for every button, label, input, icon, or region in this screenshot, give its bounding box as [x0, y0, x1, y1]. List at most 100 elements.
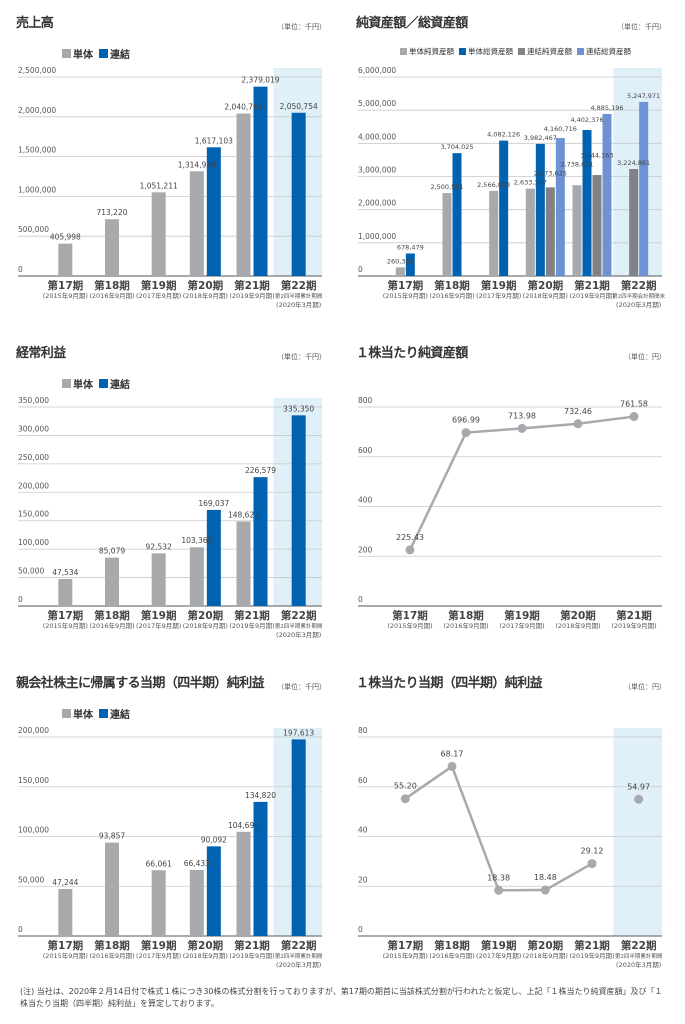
bar — [105, 219, 119, 276]
y-tick-label: 60 — [358, 776, 368, 785]
series-line-segment — [577, 415, 635, 426]
legend-label: 単体総資産額 — [468, 47, 513, 56]
y-tick-label: 800 — [358, 396, 373, 405]
data-label: 4,082,126 — [487, 131, 520, 139]
data-label: 2,633,327 — [514, 179, 547, 187]
y-tick-label: 80 — [358, 726, 368, 735]
unit-label: （単位：千円） — [277, 353, 326, 361]
x-category-label: 第21期 — [234, 939, 270, 952]
bar — [189, 171, 204, 276]
data-label: 103,365 — [181, 536, 212, 545]
data-label: 92,532 — [146, 542, 172, 551]
x-category-sublabel: (2015年9月期) — [383, 951, 428, 960]
x-category-label: 第21期 — [234, 279, 270, 292]
legend-swatch — [400, 48, 407, 55]
x-category-label: 第22期 — [281, 609, 317, 622]
bar — [189, 869, 204, 936]
y-tick-label: 0 — [18, 595, 23, 604]
legend-swatch — [518, 48, 525, 55]
bar — [236, 831, 251, 936]
x-category-sublabel: (2018年9月期) — [183, 951, 228, 960]
data-label: 260,355 — [387, 257, 414, 265]
data-label: 226,579 — [245, 466, 276, 475]
data-label: 134,820 — [245, 791, 276, 800]
data-label: 713,220 — [96, 208, 127, 217]
y-tick-label: 200,000 — [18, 726, 49, 735]
bar — [291, 112, 306, 276]
legend-item: 連結 — [99, 46, 130, 61]
unit-label: （単位：千円） — [277, 23, 326, 31]
x-category-sublabel: (2017年9月期) — [136, 291, 181, 300]
data-label: 678,479 — [397, 243, 424, 251]
x-category-sublabel: (2016年9月期) — [429, 951, 474, 960]
data-point — [517, 423, 527, 433]
data-label: 2,050,754 — [280, 102, 318, 111]
x-category-label: 第18期 — [94, 939, 130, 952]
y-tick-label: 40 — [358, 826, 368, 835]
x-category-sublabel: 第2四半期会計期間末 — [612, 292, 665, 300]
bar — [639, 101, 649, 277]
y-tick-label: 600 — [358, 446, 373, 455]
x-category-sublabel: (2015年9月期) — [43, 291, 88, 300]
data-point — [587, 859, 597, 869]
legend-item: 連結 — [99, 706, 130, 721]
y-tick-label: 50,000 — [18, 875, 44, 884]
data-label: 29.12 — [581, 847, 604, 856]
legend-item: 単体 — [62, 706, 93, 721]
legend-label: 単体 — [73, 710, 93, 721]
data-label: 90,092 — [201, 835, 227, 844]
data-label: 85,079 — [99, 547, 125, 556]
x-category-label: 第18期 — [94, 609, 130, 622]
y-tick-label: 400 — [358, 496, 373, 505]
bar — [525, 188, 535, 276]
legend-label: 連結 — [110, 380, 130, 391]
legend-label: 単体 — [73, 50, 93, 61]
chart-title: １株当たり純資産額 — [356, 346, 468, 361]
data-point — [461, 428, 471, 438]
chart-bps: １株当たり純資産額 （単位：円） 0 200 400 600 800 第17期 (2015年9月… — [340, 330, 680, 660]
x-category-sublabel: 第2四半期累計期間 — [275, 952, 323, 960]
x-category-sublabel: (2015年9月期) — [383, 291, 428, 300]
legend-label: 連結 — [110, 50, 130, 61]
legend-item: 連結総資産額 — [577, 46, 631, 57]
bar — [602, 113, 612, 276]
x-category-sublabel: (2020年3月期) — [276, 630, 321, 639]
data-label: 1,051,211 — [140, 181, 178, 190]
data-label: 18.38 — [487, 873, 510, 882]
bar — [442, 193, 452, 276]
bar — [253, 477, 268, 606]
x-category-sublabel: (2018年9月期) — [183, 621, 228, 630]
x-category-label: 第18期 — [94, 279, 130, 292]
unit-label: （単位：千円） — [277, 683, 326, 691]
data-point — [405, 545, 415, 555]
x-category-label: 第17期 — [48, 609, 84, 622]
data-label: 148,627 — [228, 510, 259, 519]
data-point — [540, 885, 550, 895]
unit-label: （単位：円） — [624, 683, 666, 691]
x-category-label: 第17期 — [48, 279, 84, 292]
data-label: 335,350 — [283, 404, 314, 413]
bar — [395, 267, 405, 276]
x-category-label: 第17期 — [392, 609, 428, 622]
data-point — [400, 794, 410, 804]
legend-swatch — [62, 709, 71, 718]
legend: 単体 連結 — [62, 46, 130, 61]
data-label: 66,433 — [184, 859, 210, 868]
legend-label: 単体 — [73, 380, 93, 391]
unit-label: （単位：千円） — [617, 23, 666, 31]
x-category-label: 第19期 — [141, 939, 177, 952]
data-label: 5,247,971 — [627, 92, 660, 100]
series-line-segment — [408, 432, 468, 551]
legend-item: 単体 — [62, 46, 93, 61]
data-point — [634, 794, 644, 804]
bar — [253, 801, 268, 936]
bar — [206, 846, 221, 936]
x-category-sublabel: (2016年9月期) — [89, 951, 134, 960]
data-label: 4,160,716 — [544, 125, 577, 133]
bar — [452, 153, 462, 276]
bar — [582, 129, 592, 276]
bar — [189, 547, 204, 606]
y-tick-label: 2,500,000 — [18, 66, 56, 75]
data-label: 3,704,025 — [440, 143, 473, 151]
legend-swatch — [459, 48, 466, 55]
